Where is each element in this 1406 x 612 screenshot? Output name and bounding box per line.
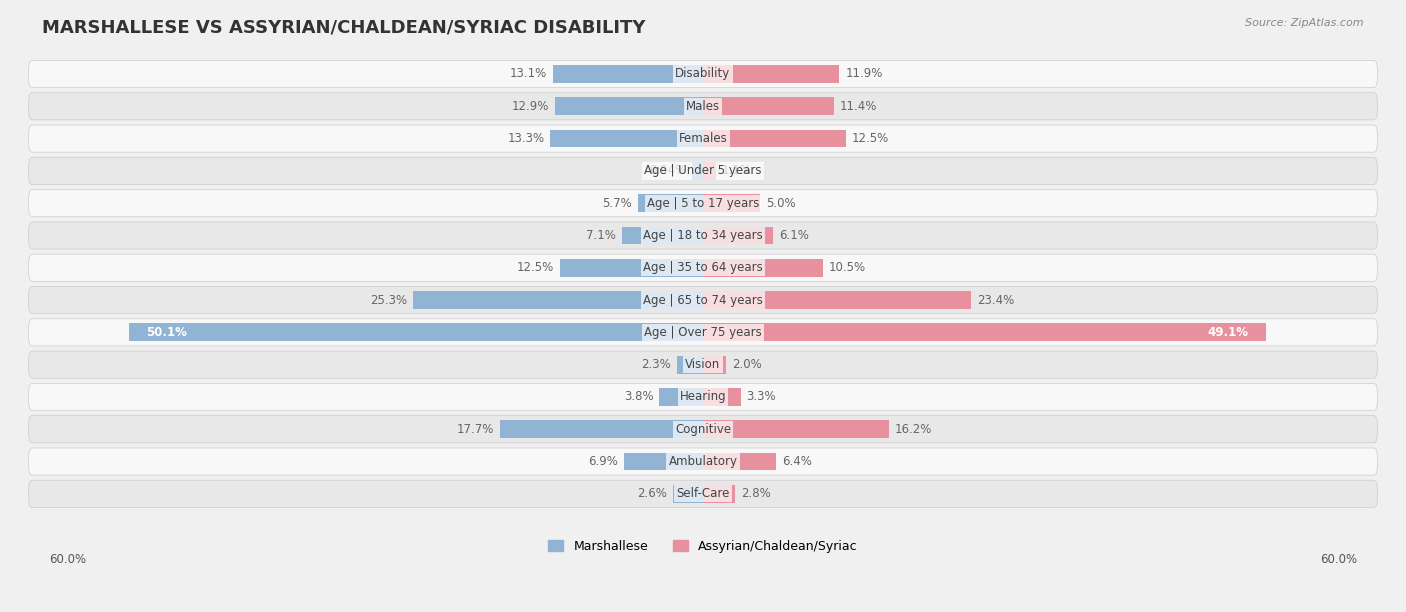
Bar	[703, 324, 1265, 341]
FancyBboxPatch shape	[28, 319, 1378, 346]
Text: 5.7%: 5.7%	[602, 196, 631, 210]
Bar	[703, 453, 776, 471]
Text: MARSHALLESE VS ASSYRIAN/CHALDEAN/SYRIAC DISABILITY: MARSHALLESE VS ASSYRIAN/CHALDEAN/SYRIAC …	[42, 18, 645, 36]
Text: Age | 65 to 74 years: Age | 65 to 74 years	[643, 294, 763, 307]
Text: 50.1%: 50.1%	[146, 326, 187, 339]
Bar	[703, 388, 741, 406]
Text: 60.0%: 60.0%	[1320, 553, 1357, 567]
Bar	[692, 162, 703, 180]
FancyBboxPatch shape	[28, 222, 1378, 249]
Text: Females: Females	[679, 132, 727, 145]
FancyBboxPatch shape	[28, 286, 1378, 313]
Text: 1.1%: 1.1%	[721, 165, 751, 177]
Legend: Marshallese, Assyrian/Chaldean/Syriac: Marshallese, Assyrian/Chaldean/Syriac	[543, 535, 863, 558]
Bar	[703, 259, 824, 277]
Text: Self-Care: Self-Care	[676, 487, 730, 501]
Bar	[413, 291, 703, 309]
Text: 12.5%: 12.5%	[516, 261, 554, 274]
Text: Age | 18 to 34 years: Age | 18 to 34 years	[643, 229, 763, 242]
Bar	[624, 453, 703, 471]
Bar	[621, 226, 703, 244]
Text: Cognitive: Cognitive	[675, 423, 731, 436]
FancyBboxPatch shape	[28, 383, 1378, 411]
Bar	[703, 420, 889, 438]
Text: 6.4%: 6.4%	[782, 455, 813, 468]
Text: Males: Males	[686, 100, 720, 113]
Text: Ambulatory: Ambulatory	[668, 455, 738, 468]
Bar	[128, 324, 703, 341]
FancyBboxPatch shape	[28, 125, 1378, 152]
Text: 13.1%: 13.1%	[510, 67, 547, 81]
Bar	[676, 356, 703, 373]
FancyBboxPatch shape	[28, 190, 1378, 217]
Bar	[703, 65, 839, 83]
FancyBboxPatch shape	[28, 416, 1378, 443]
Text: 11.9%: 11.9%	[845, 67, 883, 81]
Text: Hearing: Hearing	[679, 390, 727, 403]
Text: 12.9%: 12.9%	[512, 100, 550, 113]
Bar	[703, 97, 834, 115]
Text: 60.0%: 60.0%	[49, 553, 86, 567]
Text: 2.8%: 2.8%	[741, 487, 770, 501]
Bar	[553, 65, 703, 83]
Bar	[560, 259, 703, 277]
Bar	[703, 356, 725, 373]
Bar	[703, 194, 761, 212]
Text: 49.1%: 49.1%	[1208, 326, 1249, 339]
Text: 7.1%: 7.1%	[586, 229, 616, 242]
Text: 16.2%: 16.2%	[894, 423, 932, 436]
Text: 12.5%: 12.5%	[852, 132, 890, 145]
Bar	[703, 226, 773, 244]
Text: 10.5%: 10.5%	[830, 261, 866, 274]
Text: Disability: Disability	[675, 67, 731, 81]
Text: 17.7%: 17.7%	[457, 423, 495, 436]
Text: Vision: Vision	[685, 358, 721, 371]
Bar	[555, 97, 703, 115]
Bar	[638, 194, 703, 212]
Text: 25.3%: 25.3%	[370, 294, 408, 307]
FancyBboxPatch shape	[28, 351, 1378, 378]
Text: 2.0%: 2.0%	[731, 358, 762, 371]
Bar	[551, 130, 703, 147]
Text: 11.4%: 11.4%	[839, 100, 877, 113]
Text: Age | Over 75 years: Age | Over 75 years	[644, 326, 762, 339]
Text: 6.1%: 6.1%	[779, 229, 808, 242]
FancyBboxPatch shape	[28, 61, 1378, 88]
Text: Source: ZipAtlas.com: Source: ZipAtlas.com	[1246, 18, 1364, 28]
Text: 13.3%: 13.3%	[508, 132, 544, 145]
FancyBboxPatch shape	[28, 480, 1378, 507]
Text: 0.94%: 0.94%	[650, 165, 686, 177]
Bar	[659, 388, 703, 406]
Text: 3.3%: 3.3%	[747, 390, 776, 403]
Bar	[703, 130, 846, 147]
Text: 3.8%: 3.8%	[624, 390, 654, 403]
FancyBboxPatch shape	[28, 254, 1378, 282]
Bar	[673, 485, 703, 502]
FancyBboxPatch shape	[28, 93, 1378, 120]
Bar	[703, 485, 735, 502]
Bar	[703, 291, 972, 309]
FancyBboxPatch shape	[28, 448, 1378, 475]
Text: Age | 5 to 17 years: Age | 5 to 17 years	[647, 196, 759, 210]
Text: 2.6%: 2.6%	[637, 487, 668, 501]
Text: Age | 35 to 64 years: Age | 35 to 64 years	[643, 261, 763, 274]
FancyBboxPatch shape	[28, 157, 1378, 184]
Bar	[501, 420, 703, 438]
Text: 6.9%: 6.9%	[588, 455, 619, 468]
Text: 2.3%: 2.3%	[641, 358, 671, 371]
Text: 5.0%: 5.0%	[766, 196, 796, 210]
Text: Age | Under 5 years: Age | Under 5 years	[644, 165, 762, 177]
Text: 23.4%: 23.4%	[977, 294, 1014, 307]
Bar	[703, 162, 716, 180]
